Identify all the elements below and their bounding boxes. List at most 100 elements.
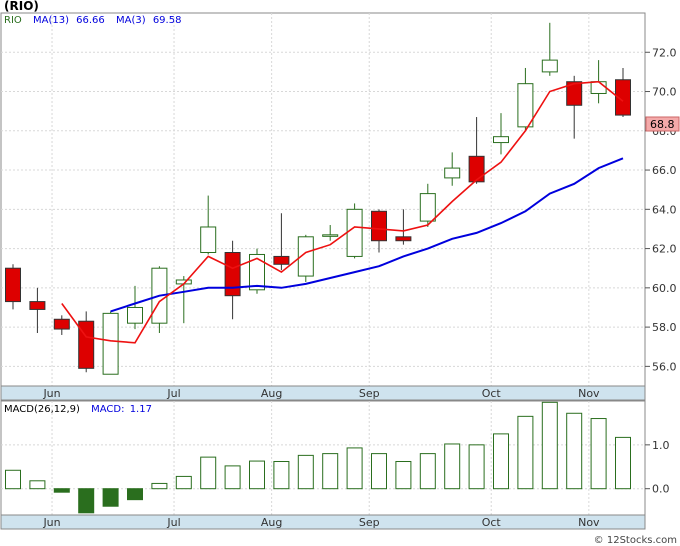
macd-panel: 1.0 0.0 MACD(26,12,9) MACD: 1.17 bbox=[0, 400, 670, 516]
candle-down bbox=[78, 320, 95, 369]
ma13-line bbox=[110, 157, 624, 313]
legend-ma3-value: 69.58 bbox=[153, 15, 182, 26]
candle-up bbox=[517, 83, 534, 128]
macd-month-labels: Jun Jul Aug Sep Oct Nov bbox=[42, 516, 600, 529]
svg-text:RIO MA(13): RIO MA(13) 66.66 MA(3) 69.58 bbox=[4, 15, 181, 26]
candle-down bbox=[371, 210, 387, 242]
macd-bar bbox=[5, 469, 21, 490]
candle-up bbox=[541, 59, 558, 73]
macd-bar bbox=[590, 418, 607, 490]
price-legend: RIO MA(13) 66.66 MA(3) 69.58 bbox=[4, 15, 181, 26]
price-tick-label: 62.0 bbox=[652, 243, 677, 256]
macd-bar bbox=[468, 444, 485, 490]
candle-down bbox=[468, 155, 485, 183]
candle-up bbox=[590, 81, 607, 94]
candle-up bbox=[102, 312, 119, 375]
macd-bar bbox=[517, 415, 534, 490]
moving-average-lines bbox=[61, 80, 624, 344]
macd-tick-label: 1.0 bbox=[652, 439, 670, 452]
macd-bar bbox=[566, 412, 583, 490]
macd-bar bbox=[102, 488, 119, 507]
candle-up bbox=[249, 253, 265, 291]
candle-up bbox=[127, 306, 143, 324]
macd-label: MACD: bbox=[91, 404, 124, 415]
macd-month-label: Aug bbox=[261, 516, 282, 529]
price-month-label: Jul bbox=[166, 387, 180, 400]
macd-bar bbox=[346, 447, 363, 490]
legend-symbol: RIO bbox=[4, 15, 22, 26]
macd-bar bbox=[249, 460, 265, 490]
macd-month-label: Jul bbox=[166, 516, 180, 529]
price-month-label: Sep bbox=[359, 387, 380, 400]
macd-title: MACD(26,12,9) bbox=[4, 404, 80, 415]
price-tick-label: 64.0 bbox=[652, 203, 677, 216]
macd-month-label: Oct bbox=[482, 516, 502, 529]
macd-bar bbox=[200, 456, 217, 490]
price-tick-label: 60.0 bbox=[652, 282, 677, 295]
macd-value: 1.17 bbox=[130, 404, 152, 415]
macd-month-label: Sep bbox=[359, 516, 380, 529]
legend-ma13-value: 66.66 bbox=[76, 15, 105, 26]
candle-up bbox=[346, 208, 363, 257]
candle-up bbox=[322, 234, 339, 237]
macd-bar bbox=[151, 482, 168, 490]
macd-bar bbox=[419, 453, 436, 490]
candle-down bbox=[5, 267, 21, 303]
price-month-label: Jun bbox=[42, 387, 60, 400]
macd-bar bbox=[78, 488, 95, 514]
macd-bar bbox=[395, 461, 412, 490]
candle-down bbox=[273, 255, 290, 265]
last-price-label: 68.8 bbox=[650, 118, 675, 131]
price-tick-label: 58.0 bbox=[652, 321, 677, 334]
macd-bar bbox=[493, 433, 509, 490]
price-tick-label: 72.0 bbox=[652, 46, 677, 59]
price-month-axis-bar bbox=[0, 385, 646, 401]
chart-title: (RIO) bbox=[4, 0, 39, 13]
copyright: © 12Stocks.com bbox=[594, 535, 677, 546]
price-tick-label: 70.0 bbox=[652, 86, 677, 99]
candles bbox=[5, 22, 631, 375]
svg-text:MACD(26,12,9) MACD:: MACD(26,12,9) MACD: 1.17 bbox=[4, 404, 152, 415]
candle-down bbox=[53, 318, 70, 330]
legend-ma3-label: MA(3) bbox=[116, 15, 146, 26]
price-month-label: Oct bbox=[482, 387, 502, 400]
legend-ma13-label: MA(13) bbox=[33, 15, 69, 26]
candle-down bbox=[566, 81, 583, 106]
macd-bar bbox=[29, 480, 46, 490]
price-tick-label: 56.0 bbox=[652, 360, 677, 373]
macd-month-axis-bar bbox=[0, 514, 646, 530]
ma3-line bbox=[61, 80, 624, 344]
macd-bar bbox=[615, 436, 631, 490]
macd-month-label: Nov bbox=[578, 516, 600, 529]
candle-down bbox=[395, 236, 412, 242]
macd-y-axis: 1.0 0.0 bbox=[645, 439, 670, 496]
macd-bar bbox=[297, 454, 314, 490]
macd-bar bbox=[127, 488, 143, 501]
macd-month-label: Jun bbox=[42, 516, 60, 529]
candle-down bbox=[29, 301, 46, 310]
price-month-label: Nov bbox=[578, 387, 600, 400]
macd-bar bbox=[371, 453, 387, 490]
candle-down bbox=[615, 79, 631, 116]
macd-bar bbox=[444, 443, 461, 490]
price-grid bbox=[1, 51, 645, 367]
macd-tick-label: 0.0 bbox=[652, 483, 670, 496]
price-panel: 56.058.060.062.064.066.068.070.072.0 RIO… bbox=[0, 12, 680, 387]
price-month-labels: Jun Jul Aug Sep Oct Nov bbox=[42, 387, 600, 400]
macd-bar bbox=[322, 453, 339, 490]
candle-up bbox=[419, 193, 436, 222]
last-price-badge: 68.8 bbox=[645, 116, 680, 132]
candle-up bbox=[200, 226, 217, 254]
macd-bar bbox=[273, 461, 290, 490]
candle-up bbox=[444, 167, 461, 179]
macd-bar bbox=[175, 475, 192, 490]
last-price-badge-box bbox=[645, 116, 680, 132]
candle-up bbox=[493, 136, 509, 144]
price-month-label: Aug bbox=[261, 387, 282, 400]
macd-bar bbox=[224, 465, 241, 490]
candle-up bbox=[297, 236, 314, 277]
macd-month-grid bbox=[51, 401, 590, 515]
macd-bars bbox=[5, 401, 631, 514]
